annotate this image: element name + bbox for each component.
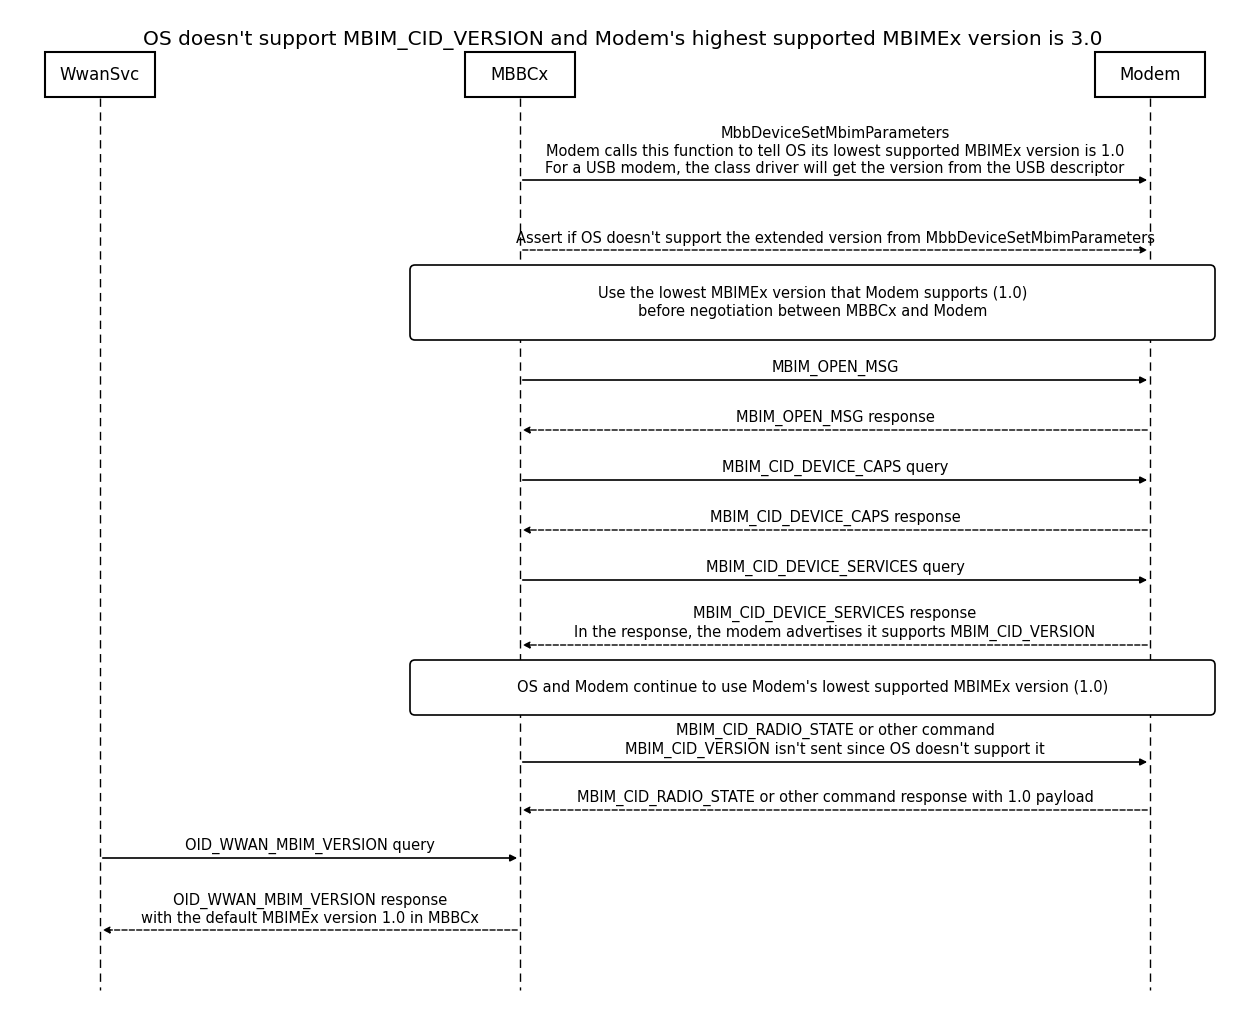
Text: MBIM_CID_RADIO_STATE or other command
MBIM_CID_VERSION isn't sent since OS doesn: MBIM_CID_RADIO_STATE or other command MB… <box>625 723 1045 758</box>
Text: MBIM_CID_DEVICE_CAPS response: MBIM_CID_DEVICE_CAPS response <box>710 509 960 526</box>
Text: Assert if OS doesn't support the extended version from MbbDeviceSetMbimParameter: Assert if OS doesn't support the extende… <box>515 231 1154 246</box>
Text: MBIM_CID_DEVICE_CAPS query: MBIM_CID_DEVICE_CAPS query <box>722 459 949 476</box>
Text: MBIM_OPEN_MSG response: MBIM_OPEN_MSG response <box>736 409 935 426</box>
Text: MBIM_OPEN_MSG: MBIM_OPEN_MSG <box>771 359 899 376</box>
Text: MbbDeviceSetMbimParameters
Modem calls this function to tell OS its lowest suppo: MbbDeviceSetMbimParameters Modem calls t… <box>545 127 1124 176</box>
Text: MBIM_CID_RADIO_STATE or other command response with 1.0 payload: MBIM_CID_RADIO_STATE or other command re… <box>576 790 1093 806</box>
Text: OS and Modem continue to use Modem's lowest supported MBIMEx version (1.0): OS and Modem continue to use Modem's low… <box>517 680 1108 695</box>
Text: Use the lowest MBIMEx version that Modem supports (1.0)
before negotiation betwe: Use the lowest MBIMEx version that Modem… <box>598 286 1027 319</box>
FancyBboxPatch shape <box>410 660 1215 715</box>
Text: Modem: Modem <box>1119 66 1180 84</box>
Text: WwanSvc: WwanSvc <box>60 66 141 84</box>
FancyBboxPatch shape <box>410 265 1215 340</box>
Text: MBBCx: MBBCx <box>491 66 549 84</box>
Text: MBIM_CID_DEVICE_SERVICES response
In the response, the modem advertises it suppo: MBIM_CID_DEVICE_SERVICES response In the… <box>574 606 1096 641</box>
Text: OS doesn't support MBIM_CID_VERSION and Modem's highest supported MBIMEx version: OS doesn't support MBIM_CID_VERSION and … <box>143 30 1102 50</box>
FancyBboxPatch shape <box>1096 52 1205 97</box>
Text: OID_WWAN_MBIM_VERSION query: OID_WWAN_MBIM_VERSION query <box>186 838 435 854</box>
FancyBboxPatch shape <box>45 52 154 97</box>
Text: OID_WWAN_MBIM_VERSION response
with the default MBIMEx version 1.0 in MBBCx: OID_WWAN_MBIM_VERSION response with the … <box>141 892 479 926</box>
Text: MBIM_CID_DEVICE_SERVICES query: MBIM_CID_DEVICE_SERVICES query <box>706 560 965 576</box>
FancyBboxPatch shape <box>464 52 575 97</box>
